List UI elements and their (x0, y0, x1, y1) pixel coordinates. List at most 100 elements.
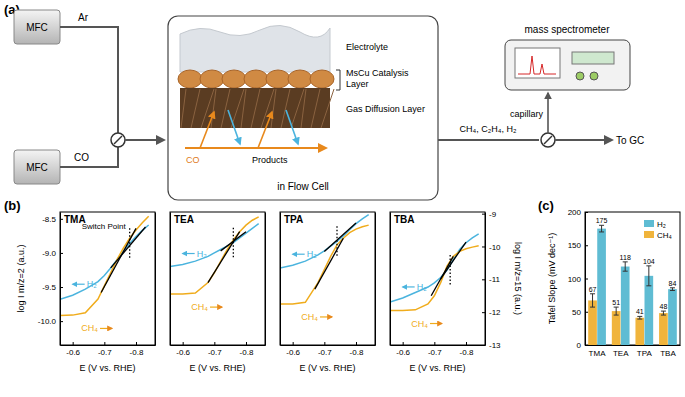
tick-mark (434, 342, 435, 345)
tick: TPA (637, 349, 653, 358)
tick-label: TPA (637, 349, 653, 358)
y-axis (280, 213, 281, 346)
catalyst-particle (288, 70, 312, 88)
error-bar (637, 316, 642, 319)
tick: -11 (482, 275, 501, 284)
error-bar (590, 294, 595, 307)
product-arrow (286, 110, 298, 144)
ms-button (576, 72, 584, 80)
outlet-line (438, 139, 539, 141)
feed-label: CO (186, 155, 200, 165)
bar (635, 318, 644, 345)
tick-mark (60, 253, 63, 254)
outlet-line (555, 139, 612, 141)
tick-label: -0.8 (240, 348, 254, 357)
tick-label: 150 (568, 241, 582, 250)
electrolyte (180, 25, 330, 72)
tick-mark (324, 342, 325, 345)
tick-mark (585, 312, 588, 313)
axis-line (390, 213, 391, 346)
fiber (311, 89, 320, 128)
chart-title: TPA (284, 214, 303, 225)
tick-label: -0.6 (176, 348, 190, 357)
valve (111, 133, 125, 147)
fit-line (324, 223, 356, 252)
capillary-label: capillary (510, 109, 544, 119)
data-label: 67 (589, 286, 597, 293)
series-line (170, 224, 259, 267)
axis-line (155, 213, 156, 346)
line-chart: -0.6-0.7-0.8TPAE (V vs. RHE)H₂CH₄ (280, 212, 376, 373)
legend-swatch (644, 220, 654, 227)
tick-mark (60, 321, 63, 322)
mfc-box (14, 10, 60, 44)
tick: -9 (482, 210, 497, 219)
legend: H₂CH₄ (644, 220, 672, 240)
mass-spectrometer (505, 40, 630, 90)
bar (644, 276, 653, 345)
error-bar (623, 262, 628, 271)
bar-chart: 6751414817511810484TMATEATPATBA050100150… (547, 208, 681, 358)
tick-label: -11 (489, 275, 501, 284)
tick-mark (585, 245, 588, 246)
tick: -0.8 (240, 342, 254, 357)
tick-label: -9.0 (42, 249, 56, 258)
series-label: H₂ (197, 249, 207, 259)
tick-mark (60, 219, 63, 220)
fiber (321, 89, 334, 128)
plot-area (280, 215, 369, 304)
tick-mark (482, 345, 485, 346)
tick-label: TBA (660, 349, 676, 358)
annotation: Switch Point (82, 222, 127, 231)
tick: -0.7 (98, 342, 112, 357)
tick-label: 0 (577, 341, 582, 350)
fit-line (111, 227, 146, 268)
switch-point (450, 255, 451, 285)
series-line (170, 217, 259, 294)
tick-label: -0.8 (350, 348, 364, 357)
tick-mark (73, 342, 74, 345)
series-label: H₂ (417, 282, 427, 292)
tick-mark (104, 342, 105, 345)
tick: TEA (613, 349, 629, 358)
tick-mark (246, 342, 247, 345)
co-flow (185, 147, 326, 149)
tick: -0.7 (428, 342, 442, 357)
layer-label: MsCu Catalysis Layer (346, 68, 411, 89)
error-bar (599, 225, 604, 232)
fiber (181, 89, 186, 128)
line-chart: -0.6-0.7-0.8-9-10-11-12-13TBAE (V vs. RH… (390, 210, 523, 373)
gas-diffusion-layer (180, 88, 330, 128)
tick-label: -0.8 (130, 348, 144, 357)
switch-point (129, 228, 130, 258)
fiber (301, 89, 306, 128)
tick-label: -0.6 (66, 348, 80, 357)
y-axis-title: Tafel Slope (mV dec⁻¹) (547, 233, 557, 324)
catalyst-particle (222, 70, 246, 88)
plot-frame (390, 212, 485, 345)
plot-frame (280, 212, 375, 345)
data-label: 48 (660, 303, 668, 310)
series-label: H₂ (307, 249, 317, 259)
axis-line (375, 213, 376, 346)
mfc-label: MFC (26, 22, 48, 33)
x-axis: TMA TEA TPA TBA (586, 346, 681, 358)
fiber (241, 89, 246, 128)
panel-label: (b) (4, 198, 21, 213)
x-axis: -0.6-0.7-0.8 (391, 342, 486, 357)
tick-mark (482, 312, 485, 313)
exit-label: To GC (616, 135, 644, 146)
mfc-label: MFC (26, 162, 48, 173)
label-arrow (183, 253, 195, 254)
valve-handle (114, 136, 122, 144)
fiber (211, 89, 216, 128)
bar (668, 289, 677, 345)
tick: -0.6 (396, 342, 410, 357)
series-label: CH₄ (411, 319, 428, 329)
ms-screen (515, 48, 560, 78)
instrument-label: mass spectrometer (524, 24, 610, 35)
plot-frame (585, 212, 680, 345)
tick-label: TMA (589, 349, 607, 358)
bar (588, 300, 597, 345)
axis-line (60, 213, 61, 346)
